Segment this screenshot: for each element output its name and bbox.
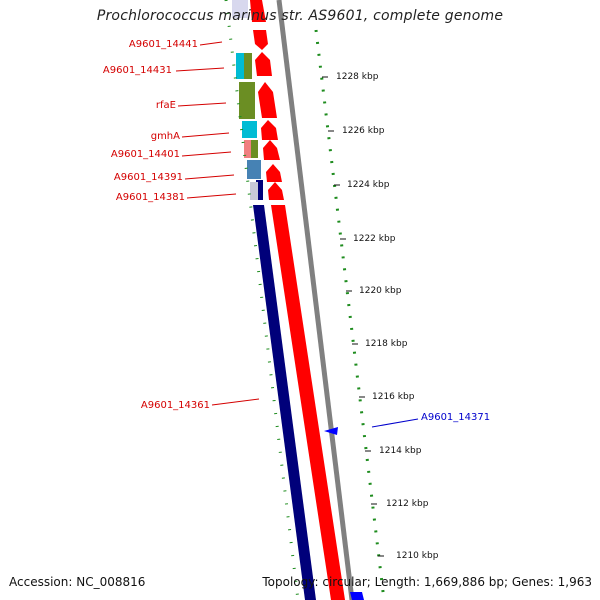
leader-line — [211, 398, 260, 406]
scale-label: 1212 kbp — [386, 499, 429, 509]
accession-text: Accession: NC_008816 — [9, 575, 146, 589]
leader-line — [181, 132, 230, 138]
cog-block — [250, 182, 258, 200]
gene-label-a9601-14441[interactable]: A9601_14441 — [128, 39, 198, 50]
scale-label: 1222 kbp — [353, 234, 396, 244]
gene-label-a9601-14381[interactable]: A9601_14381 — [115, 192, 185, 203]
gene-label-a9601-14371[interactable]: A9601_14371 — [421, 412, 491, 423]
scale-label: 1214 kbp — [379, 446, 422, 456]
leader-line — [175, 67, 225, 72]
leader-line — [199, 41, 223, 46]
gene-reverse-small[interactable] — [256, 180, 263, 200]
gene-bottom-shape[interactable] — [350, 592, 364, 600]
scale-label: 1216 kbp — [372, 392, 415, 402]
gene-a9601-14371-shape[interactable] — [324, 427, 338, 435]
scale-label: 1210 kbp — [396, 551, 439, 561]
cog-block — [244, 53, 252, 79]
gene-label-a9601-14391[interactable]: A9601_14391 — [113, 172, 183, 183]
cog-block — [251, 140, 258, 158]
gene-a9601-14381-shape[interactable] — [268, 182, 284, 200]
cog-block — [244, 140, 251, 158]
forward-gene-arrows — [250, 0, 284, 200]
cog-block — [239, 82, 255, 119]
leader-line — [186, 193, 237, 199]
map-title: Prochlorococcus marinus str. AS9601, com… — [96, 8, 504, 24]
gene-a9601-14431-shape[interactable] — [255, 52, 272, 76]
gene-label-a9601-14401[interactable]: A9601_14401 — [110, 149, 180, 160]
scale-label: 1226 kbp — [342, 126, 385, 136]
gene-forward-strand-shape[interactable] — [271, 205, 345, 600]
cog-block — [232, 0, 248, 18]
scale-tick-marks — [322, 76, 384, 557]
gene-label-a9601-14431[interactable]: A9601_14431 — [102, 65, 172, 76]
gene-gmha-shape[interactable] — [261, 120, 278, 140]
scale-label: 1218 kbp — [365, 339, 408, 349]
gene-a9601-14441-shape[interactable] — [253, 30, 268, 50]
scale-label: 1220 kbp — [359, 286, 402, 296]
cog-block — [242, 121, 257, 138]
gene-top-shape[interactable] — [250, 0, 266, 22]
gene-a9601-14361-shape[interactable] — [253, 205, 316, 600]
leader-line — [181, 151, 232, 157]
leader-line — [177, 102, 227, 107]
gene-label-a9601-14361[interactable]: A9601_14361 — [140, 400, 210, 411]
gene-rfae-shape[interactable] — [258, 82, 277, 118]
gene-a9601-14391-shape[interactable] — [266, 164, 282, 182]
leader-line — [371, 418, 419, 428]
gene-label-rfae[interactable]: rfaE — [155, 100, 176, 111]
label-leaders — [175, 41, 260, 406]
scale-label: 1228 kbp — [336, 72, 379, 82]
genome-backbone — [276, 0, 355, 600]
cog-block — [236, 53, 244, 79]
cog-block — [247, 160, 261, 179]
gene-a9601-14401-shape[interactable] — [263, 140, 280, 160]
genome-summary-text: Topology: circular; Length: 1,669,886 bp… — [262, 575, 592, 589]
cog-category-track — [232, 0, 261, 200]
gene-label-gmha[interactable]: gmhA — [150, 131, 180, 142]
scale-label: 1224 kbp — [347, 180, 390, 190]
leader-line — [184, 174, 235, 180]
